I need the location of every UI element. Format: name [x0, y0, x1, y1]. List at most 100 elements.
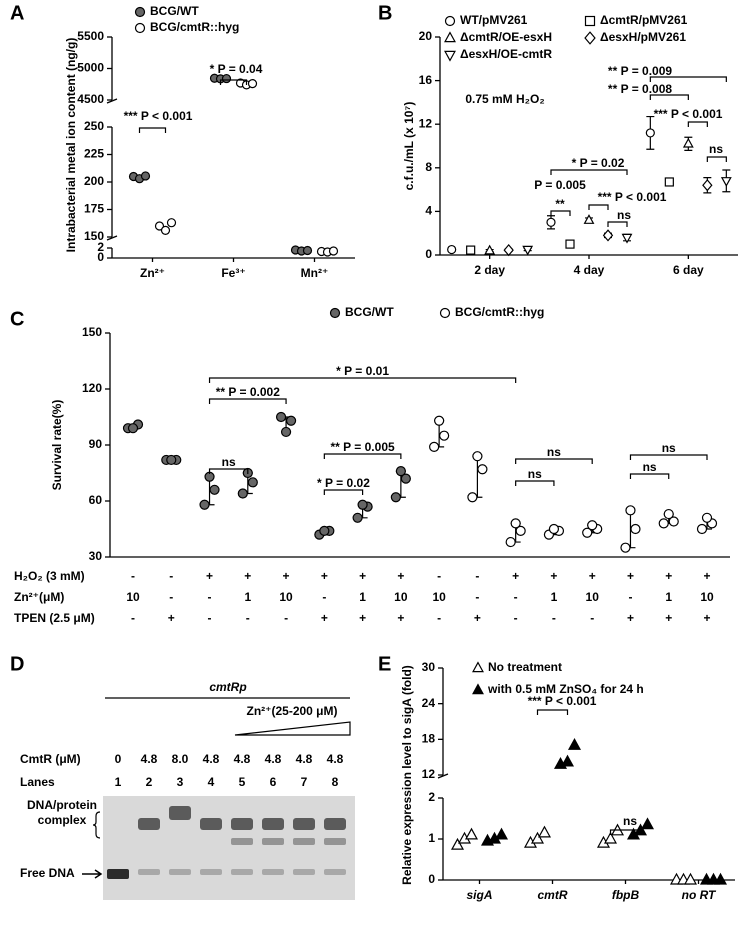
- condition-cell: -: [552, 611, 556, 625]
- y-tick-label: 0: [425, 247, 432, 261]
- condition-cell: 10: [279, 590, 293, 604]
- data-point: [466, 245, 476, 255]
- annotation: **: [555, 197, 565, 211]
- y-tick-label: 5000: [77, 61, 104, 75]
- annotation: ns: [222, 455, 236, 469]
- free-dna-arrow: [82, 869, 103, 879]
- gel-band: [231, 869, 253, 875]
- condition-cell: -: [284, 611, 288, 625]
- annotation: ** P = 0.005: [331, 440, 395, 454]
- data-point: [522, 245, 534, 256]
- legend-label: BCG/cmtR::hyg: [150, 20, 239, 34]
- data-point: [630, 523, 641, 535]
- data-point: [395, 466, 406, 477]
- annotation: ns: [623, 814, 637, 828]
- annotation: *** P < 0.001: [124, 109, 193, 123]
- annotation: * P = 0.01: [336, 364, 389, 378]
- annotation: * P = 0.04: [210, 62, 263, 76]
- data-point: [505, 536, 516, 548]
- y-tick-label: 24: [422, 696, 436, 710]
- data-point: [664, 177, 674, 187]
- condition-cell: +: [321, 611, 328, 625]
- row-cell: 4.8: [296, 752, 313, 766]
- condition-cell: +: [321, 569, 328, 583]
- row-label: Lanes: [20, 775, 55, 789]
- y-tick-label: 0: [428, 872, 435, 886]
- condition-cell: +: [512, 569, 519, 583]
- significance-bracket: [607, 221, 628, 227]
- data-point: [450, 837, 465, 850]
- condition-label: H₂O₂ (3 mM): [14, 569, 85, 583]
- data-point: [154, 221, 165, 231]
- data-point: [620, 542, 631, 553]
- gel-band: [169, 869, 191, 875]
- data-point: [582, 527, 593, 538]
- significance-bracket: [208, 398, 287, 404]
- row-cell: 4.8: [265, 752, 282, 766]
- significance-bracket: [219, 79, 248, 85]
- legend-marker: [584, 31, 596, 45]
- legend-label: ΔesxH/pMV261: [600, 30, 686, 44]
- data-point: [464, 827, 479, 840]
- y-tick-label: 18: [422, 732, 436, 746]
- y-tick-label: 90: [89, 437, 103, 451]
- condition-cell: -: [169, 590, 173, 604]
- data-point: [510, 518, 521, 529]
- gel-band: [200, 869, 222, 875]
- legend-label: BCG/cmtR::hyg: [455, 305, 544, 319]
- x-tick-label: 2 day: [474, 263, 505, 277]
- legend-marker: [134, 6, 146, 18]
- condition-cell: +: [589, 569, 596, 583]
- y-tick-label: 20: [419, 29, 433, 43]
- significance-bracket: [323, 453, 402, 459]
- gel-band: [138, 818, 160, 830]
- data-point: [546, 217, 556, 227]
- annotation: ns: [547, 445, 561, 459]
- data-point: [166, 218, 177, 228]
- y-tick-label: 4500: [77, 92, 104, 106]
- condition-cell: +: [665, 611, 672, 625]
- y-tick-label: 30: [422, 660, 436, 674]
- condition-cell: -: [475, 569, 479, 583]
- y-tick-label: 2: [97, 240, 104, 254]
- y-tick-label: 5500: [77, 29, 104, 43]
- condition-cell: 10: [700, 590, 714, 604]
- data-point: [548, 523, 560, 535]
- condition-cell: 10: [126, 590, 140, 604]
- legend-marker: [472, 661, 484, 673]
- y-axis-label: c.f.u./mL (x 10⁷): [402, 102, 416, 191]
- significance-bracket: [649, 76, 727, 82]
- data-point: [160, 225, 171, 235]
- condition-cell: +: [627, 569, 634, 583]
- data-point: [720, 177, 732, 187]
- data-point: [484, 244, 496, 255]
- x-tick-label: Zn²⁺: [140, 266, 165, 280]
- x-tick-label: sigA: [466, 888, 492, 902]
- data-point: [439, 430, 450, 441]
- y-tick-label: 12: [422, 767, 436, 781]
- y-tick-label: 1: [428, 831, 435, 845]
- gel-band: [231, 818, 253, 830]
- row-cell: 8.0: [172, 752, 189, 766]
- data-point: [683, 872, 698, 885]
- data-point: [390, 492, 401, 503]
- data-point: [199, 499, 210, 510]
- annotation: ** P = 0.008: [608, 82, 672, 96]
- row-cell: 5: [239, 775, 246, 789]
- data-point: [701, 512, 713, 523]
- gradient-wedge: [234, 721, 351, 736]
- y-tick-label: 60: [89, 493, 103, 507]
- panel-letter: A: [10, 2, 24, 24]
- annotation: ns: [662, 441, 676, 455]
- data-point: [467, 492, 478, 503]
- condition-cell: +: [206, 569, 213, 583]
- condition-cell: +: [665, 569, 672, 583]
- y-tick-label: 2: [428, 790, 435, 804]
- gel-band: [200, 818, 222, 830]
- condition-cell: 1: [244, 590, 251, 604]
- legend-marker: [439, 307, 451, 319]
- condition-cell: -: [514, 611, 518, 625]
- condition-cell: -: [131, 611, 135, 625]
- data-point: [565, 239, 575, 249]
- data-point: [640, 817, 655, 830]
